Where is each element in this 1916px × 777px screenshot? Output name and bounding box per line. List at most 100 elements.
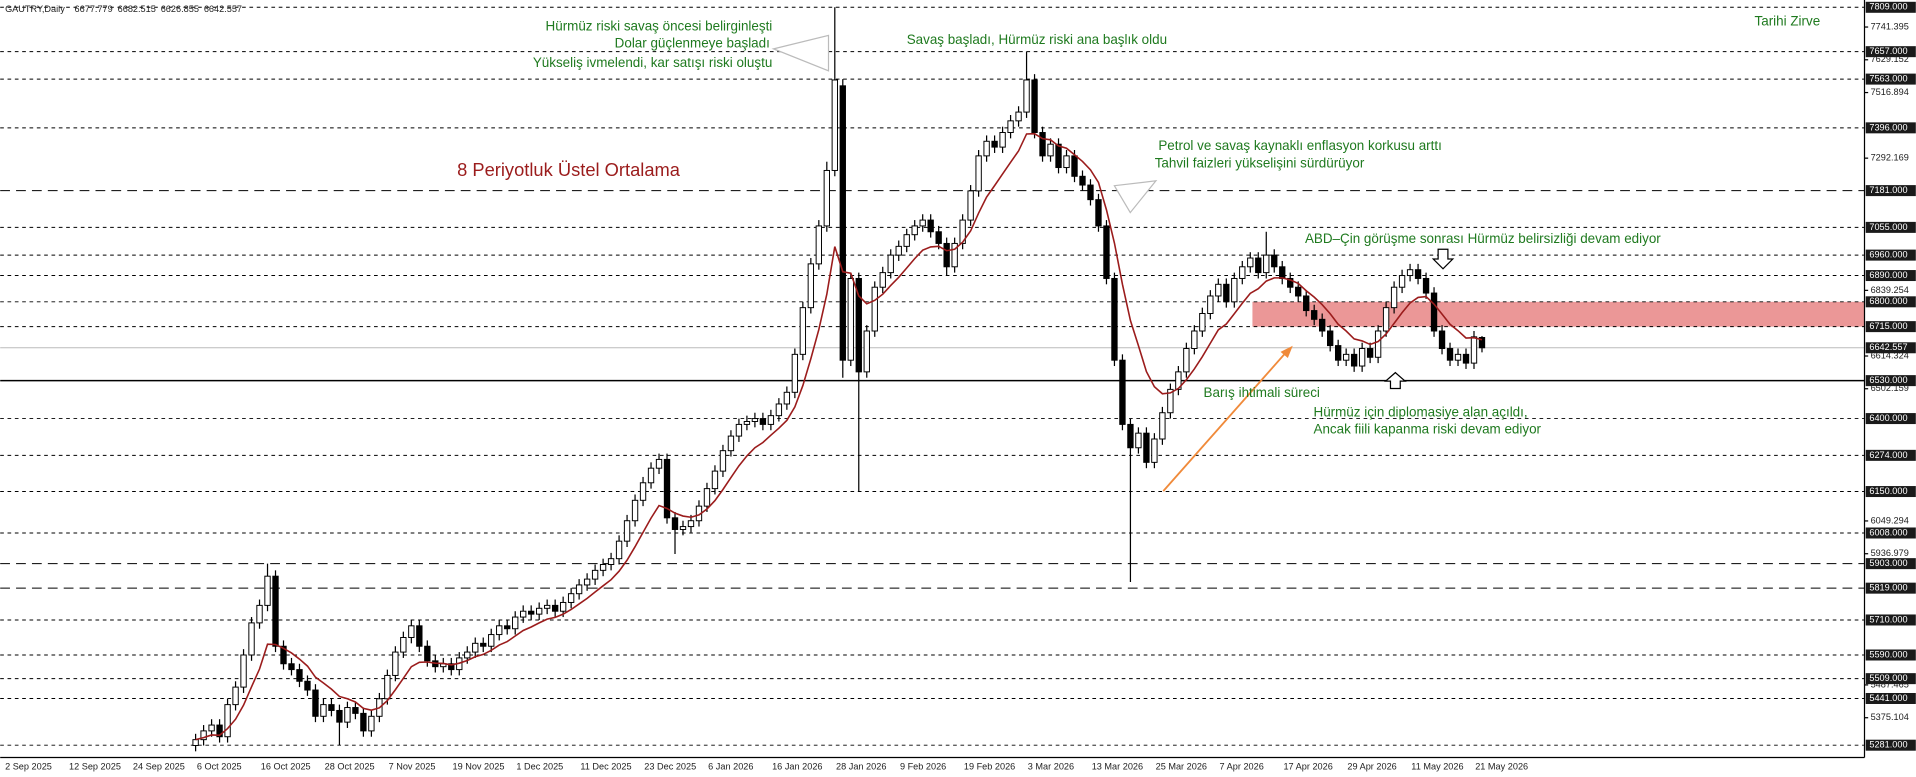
candle-body (783, 391, 791, 405)
level-label: 5903.000 (1869, 558, 1907, 568)
candle-body (328, 704, 335, 711)
level-label-bg (1865, 413, 1916, 425)
level-label-bg (1865, 46, 1916, 58)
candle-body (1311, 310, 1318, 320)
candle-body (488, 634, 495, 647)
candle-body (264, 575, 271, 606)
x-tick-label: 6 Oct 2025 (197, 762, 242, 772)
candle-body (807, 263, 815, 309)
candle-body (967, 190, 974, 221)
candle-body (647, 467, 655, 484)
level-label-bg (1865, 649, 1916, 661)
candle-body (1023, 79, 1030, 113)
candle-body (911, 225, 918, 236)
candle-body (1255, 257, 1262, 274)
candle-body (1319, 318, 1326, 332)
candle-body (863, 330, 870, 373)
candle-body (1470, 336, 1478, 364)
candle-body (711, 470, 719, 490)
candle-body (975, 155, 982, 192)
candle-body (304, 680, 311, 691)
current-price-bg (1865, 342, 1916, 354)
candle-body (1119, 359, 1126, 425)
level-label: 6530.000 (1869, 375, 1907, 385)
candle-body (663, 458, 671, 519)
x-tick-label: 19 Nov 2025 (453, 762, 505, 772)
x-tick-label: 16 Jan 2026 (772, 762, 822, 772)
level-label-bg (1865, 673, 1916, 685)
x-tick-label: 11 Dec 2025 (580, 762, 631, 772)
candle-body (1279, 266, 1286, 279)
x-tick-label: 9 Feb 2026 (900, 762, 946, 772)
x-tick-label: 29 Apr 2026 (1347, 762, 1396, 772)
candle-body (256, 604, 263, 624)
annotation: Tarihi Zirve (1755, 14, 1821, 29)
candle-body (959, 219, 966, 244)
candle-body (871, 286, 878, 332)
annotation: ABD–Çin görüşme sonrası Hürmüz belirsizl… (1305, 231, 1661, 246)
candle-body (416, 625, 423, 647)
candle-body (1071, 155, 1078, 177)
candle-body (991, 140, 998, 148)
candle-body (1215, 283, 1222, 297)
levels-layer (0, 6, 1865, 746)
x-tick-label: 11 May 2026 (1411, 762, 1463, 772)
candle-body (543, 604, 551, 609)
candle-body (280, 645, 287, 665)
level-label: 7181.000 (1869, 185, 1907, 195)
level-label-bg (1865, 582, 1916, 594)
candle-body (208, 724, 215, 732)
candle-body (1079, 175, 1086, 186)
candle-body (655, 458, 663, 469)
candle-body (1135, 432, 1142, 449)
chart-header: GAUTRY,Daily 6677.779 6682.515 6626.855 6642… (5, 4, 242, 14)
annotation: Savaş başladı, Hürmüz riski ana başlık o… (907, 32, 1167, 47)
candle-body (927, 219, 934, 233)
annotation: Dolar güçlenmeye başladı (615, 36, 770, 51)
candle-body (895, 245, 902, 256)
level-label-bg (1865, 185, 1916, 197)
candle-body (408, 625, 415, 638)
level-label: 5441.000 (1869, 693, 1907, 703)
ema-label: 8 Periyotluk Üstel Ortalama (457, 159, 681, 180)
candle-body (1454, 353, 1462, 361)
candle-body (192, 739, 199, 746)
candle-body (703, 488, 711, 507)
y-tick-label: 7516.894 (1871, 87, 1909, 97)
candle-body (352, 707, 359, 714)
candle-body (1398, 275, 1406, 288)
candle-body (1143, 432, 1150, 463)
candle-body (623, 520, 631, 542)
candle-body (448, 663, 455, 671)
candle-body (1191, 330, 1198, 350)
candle-body (1287, 277, 1294, 288)
candle-body (615, 540, 623, 560)
x-tick-label: 2 Sep 2025 (5, 762, 52, 772)
candle-body (200, 730, 207, 741)
candle-body (1047, 143, 1054, 157)
candle-body (1422, 277, 1430, 294)
x-tick-label: 12 Sep 2025 (69, 762, 121, 772)
candle-body (887, 254, 894, 274)
candle-body (599, 564, 607, 571)
level-label: 6008.000 (1869, 527, 1907, 537)
level-label: 7563.000 (1869, 74, 1907, 84)
candle-body (1007, 120, 1014, 134)
resistance-zone (1252, 301, 1865, 327)
candle-body (631, 499, 639, 522)
y-tick-label: 6839.254 (1871, 285, 1909, 295)
candle-body (464, 651, 471, 659)
symbol: GAUTRY,Daily (5, 4, 65, 14)
level-label: 7809.000 (1869, 2, 1907, 12)
candle-body (735, 423, 743, 437)
candle-body (1438, 330, 1446, 350)
candle-body (1167, 388, 1174, 414)
candle-body (360, 712, 367, 732)
candle-body (591, 569, 599, 580)
level-label-bg (1865, 558, 1916, 570)
candle-body (799, 307, 807, 355)
level-label: 5710.000 (1869, 614, 1907, 624)
candle-body (775, 403, 783, 417)
ohlc-close: 6642.557 (204, 4, 242, 14)
level-label: 7055.000 (1869, 222, 1907, 232)
